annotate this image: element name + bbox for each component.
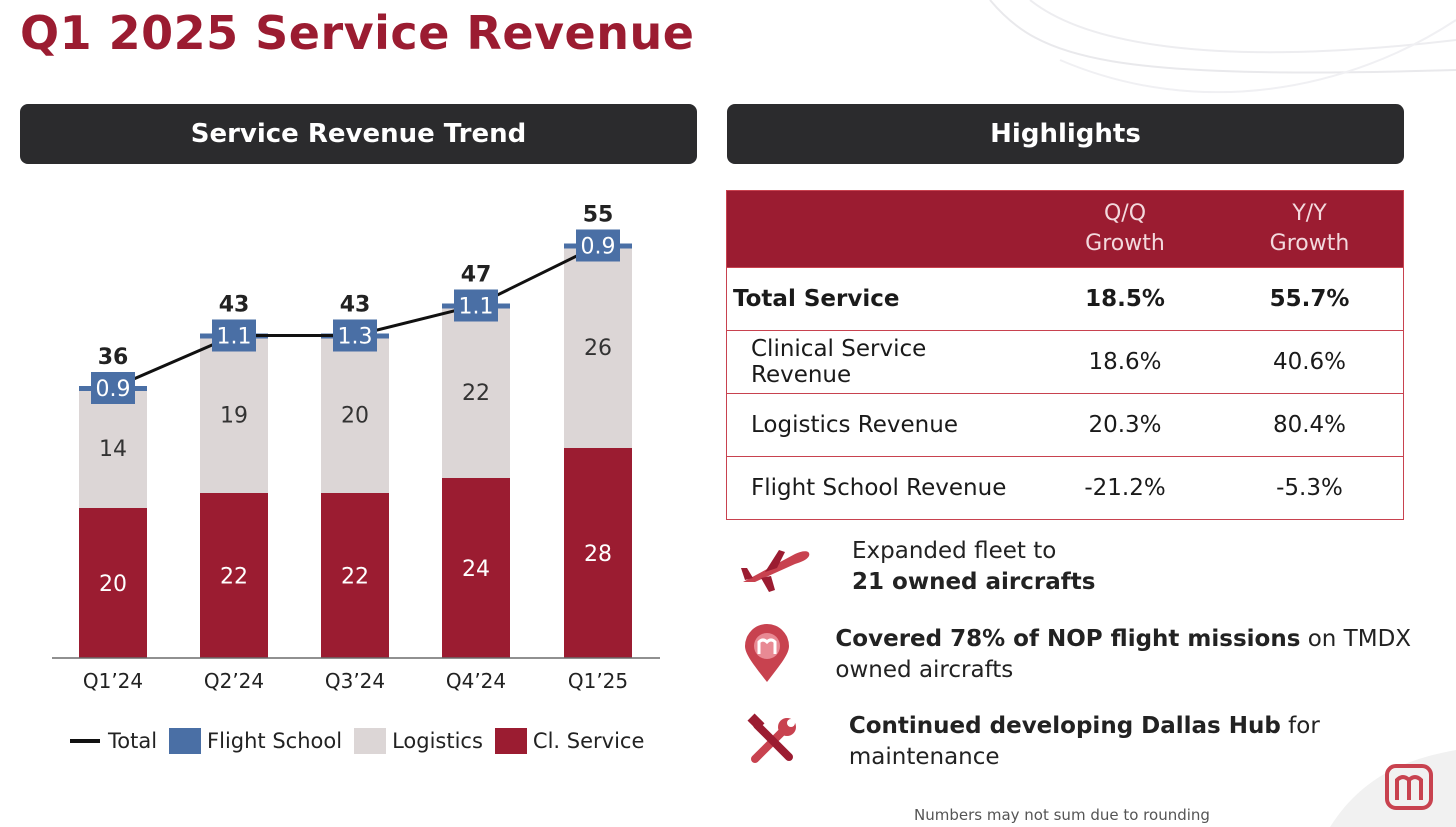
value-label-cl-service: 22 xyxy=(341,565,369,590)
value-label-total: 55 xyxy=(583,203,614,228)
legend-item-logistics: Logistics xyxy=(354,728,483,754)
flight-school-label-box xyxy=(91,372,135,404)
airplane-icon xyxy=(730,536,820,596)
highlight-post: for maintenance xyxy=(848,713,1320,770)
legend-label-total: Total xyxy=(108,729,158,753)
highlight-fleet: Expanded fleet to 21 owned aircrafts xyxy=(730,536,1095,598)
value-label-cl-service: 28 xyxy=(584,542,612,567)
row-name: Total Service xyxy=(726,267,1034,331)
row-qq: 18.6% xyxy=(1034,330,1216,394)
highlight-bold: Continued developing Dallas Hub xyxy=(848,713,1281,739)
value-label-total: 47 xyxy=(461,263,492,288)
highlight-dallas: Continued developing Dallas Hub for main… xyxy=(730,711,1456,773)
flight-school-label-box xyxy=(576,229,620,262)
row-yy: 55.7% xyxy=(1216,267,1404,331)
footnote: Numbers may not sum due to rounding xyxy=(914,806,1210,824)
legend-line-swatch xyxy=(70,739,100,743)
company-logo xyxy=(1385,764,1433,810)
value-label-total: 43 xyxy=(219,293,250,318)
value-label-logistics: 19 xyxy=(220,403,248,428)
value-label-logistics: 22 xyxy=(462,381,490,406)
row-name: Flight School Revenue xyxy=(726,456,1034,520)
table-header-qq: Q/Q Growth xyxy=(1034,190,1216,268)
value-label-logistics: 14 xyxy=(99,437,127,462)
highlight-pre: Expanded fleet to xyxy=(852,538,1057,564)
legend-label-logistics: Logistics xyxy=(392,729,483,753)
value-label-flight-school: 0.9 xyxy=(581,235,616,260)
bar-logistics xyxy=(200,335,268,493)
location-pin-icon xyxy=(730,624,803,684)
legend-label-flight-school: Flight School xyxy=(207,729,343,753)
header-yy-line1: Y/Y xyxy=(1292,201,1327,226)
highlight-text: Continued developing Dallas Hub for main… xyxy=(849,711,1456,773)
bar-logistics xyxy=(442,305,510,478)
highlights-section-header: Highlights xyxy=(727,104,1404,164)
flight-school-label-box xyxy=(212,319,256,352)
value-label-logistics: 26 xyxy=(584,336,612,361)
row-yy: 40.6% xyxy=(1216,330,1404,394)
legend-swatch-flight-school xyxy=(169,728,202,754)
row-yy: 80.4% xyxy=(1216,393,1404,457)
row-yy: -5.3% xyxy=(1216,456,1404,520)
table-header-row: Q/Q Growth Y/Y Growth xyxy=(726,190,1404,268)
row-name: Logistics Revenue xyxy=(726,393,1034,457)
bar-logistics xyxy=(564,245,632,448)
highlight-nop: Covered 78% of NOP flight missions on TM… xyxy=(730,624,1456,686)
bar-cl-service xyxy=(442,478,510,658)
highlight-text: Expanded fleet to 21 owned aircrafts xyxy=(852,536,1095,598)
legend-item-cl-service: Cl. Service xyxy=(494,728,645,754)
table-row: Flight School Revenue -21.2% -5.3% xyxy=(726,456,1404,520)
value-label-total: 43 xyxy=(340,293,371,318)
row-qq: -21.2% xyxy=(1034,456,1216,520)
value-label-cl-service: 24 xyxy=(462,557,490,582)
legend-item-total: Total xyxy=(70,729,157,753)
highlight-bold: Covered 78% of NOP flight missions xyxy=(835,626,1301,652)
value-label-flight-school: 1.1 xyxy=(217,325,252,350)
bar-cl-service xyxy=(79,508,147,658)
bar-cl-service xyxy=(200,493,268,658)
x-tick-label: Q4’24 xyxy=(446,669,506,693)
highlight-bold: 21 owned aircrafts xyxy=(852,569,1096,595)
legend-item-flight-school: Flight School xyxy=(169,728,342,754)
table-header-blank xyxy=(726,190,1034,268)
row-name: Clinical Service Revenue xyxy=(726,330,1034,394)
header-qq-line2: Growth xyxy=(1085,231,1165,256)
x-tick-label: Q2’24 xyxy=(204,669,264,693)
bar-logistics xyxy=(321,335,389,493)
flight-school-label-box xyxy=(333,319,377,352)
flight-school-label-box xyxy=(454,289,498,322)
highlight-post: on TMDX owned aircrafts xyxy=(835,626,1412,683)
row-qq: 20.3% xyxy=(1034,393,1216,457)
chart-legend: Total Flight School Logistics Cl. Servic… xyxy=(70,728,656,754)
legend-swatch-cl-service xyxy=(494,728,527,754)
service-revenue-chart: 20 14 Q1’24 22 19 Q2’24 22 20 Q3’24 24 22 Q4’24 28 26… xyxy=(52,203,660,693)
table-row: Logistics Revenue 20.3% 80.4% xyxy=(726,393,1404,457)
bar-cl-service xyxy=(564,448,632,658)
value-label-logistics: 20 xyxy=(341,403,369,428)
chart-section-header: Service Revenue Trend xyxy=(20,104,697,164)
legend-label-cl-service: Cl. Service xyxy=(532,729,645,753)
value-label-cl-service: 22 xyxy=(220,565,248,590)
legend-swatch-logistics xyxy=(354,728,387,754)
value-label-flight-school: 1.3 xyxy=(338,325,373,350)
highlights-table: Q/Q Growth Y/Y Growth Total Service 18.5… xyxy=(726,190,1404,520)
bar-cl-service xyxy=(321,493,389,658)
tools-icon xyxy=(730,711,817,771)
table-row: Clinical Service Revenue 18.6% 40.6% xyxy=(726,330,1404,394)
header-yy-line2: Growth xyxy=(1269,231,1350,256)
value-label-total: 36 xyxy=(98,345,129,370)
x-tick-label: Q1’24 xyxy=(83,669,143,693)
value-label-flight-school: 1.1 xyxy=(459,295,494,320)
bar-logistics xyxy=(79,388,147,508)
table-header-yy: Y/Y Growth xyxy=(1216,190,1404,268)
highlight-text: Covered 78% of NOP flight missions on TM… xyxy=(835,624,1456,686)
value-label-flight-school: 0.9 xyxy=(96,377,131,402)
x-tick-label: Q1’25 xyxy=(568,669,628,693)
header-qq-line1: Q/Q xyxy=(1103,201,1147,226)
page-title: Q1 2025 Service Revenue xyxy=(20,6,695,60)
value-label-cl-service: 20 xyxy=(99,572,127,597)
x-tick-label: Q3’24 xyxy=(325,669,385,693)
table-row: Total Service 18.5% 55.7% xyxy=(726,267,1404,331)
row-qq: 18.5% xyxy=(1034,267,1216,331)
